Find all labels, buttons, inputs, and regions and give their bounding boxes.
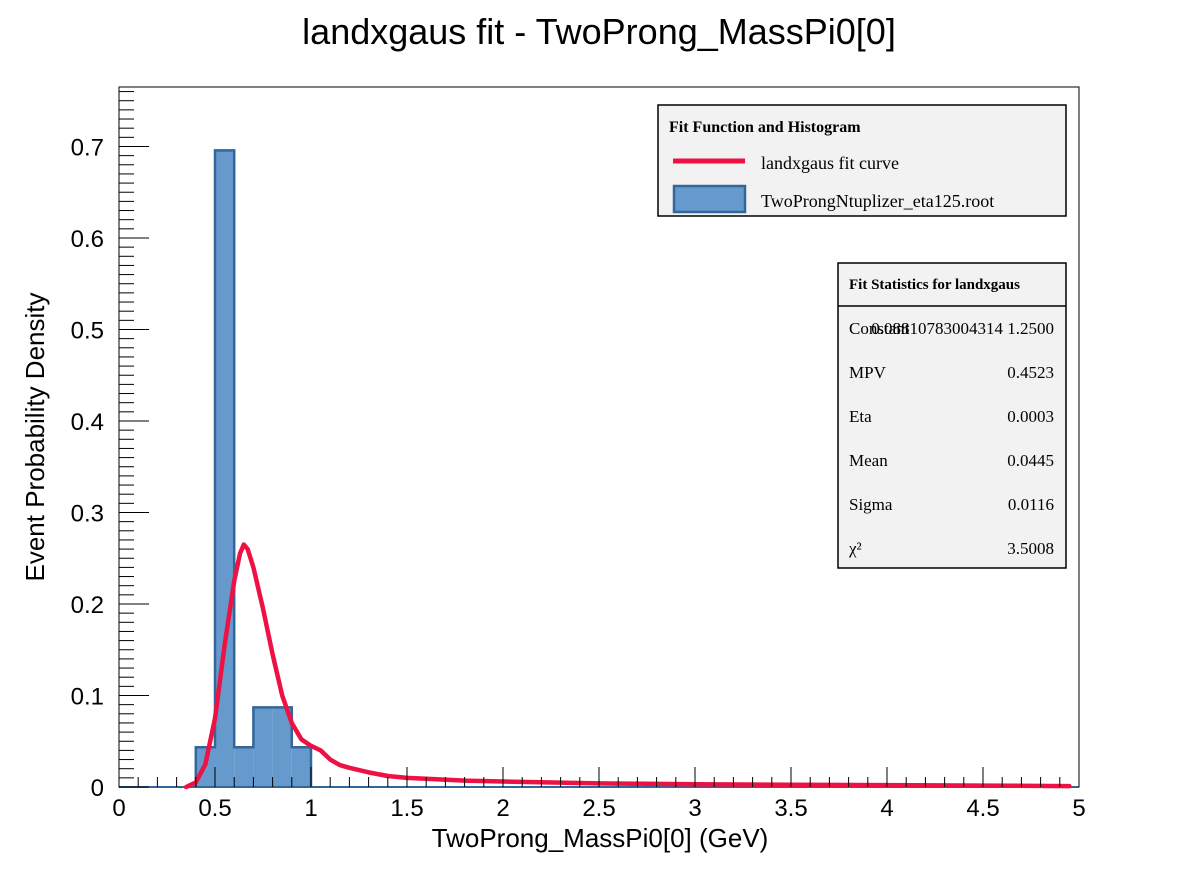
x-tick-label: 1: [304, 795, 317, 822]
y-tick-label: 0.5: [71, 317, 104, 344]
histogram-outline: [194, 149, 313, 787]
histogram-bar: [291, 747, 311, 787]
x-tick-label: 0: [112, 795, 125, 822]
x-tick-label: 2.5: [582, 795, 615, 822]
stats-row-value: 3.5008: [1007, 539, 1054, 558]
legend-histogram-swatch: [672, 184, 747, 214]
stats-box-title: Fit Statistics for landxgaus: [849, 277, 1020, 293]
x-tick-label: 2: [496, 795, 509, 822]
fit-curve-layer: [183, 542, 1072, 790]
stats-row-value: 0.0445: [1007, 451, 1054, 470]
x-tick-label: 4: [880, 795, 893, 822]
x-tick-label: 4.5: [966, 795, 999, 822]
stats-row-value: 0.0116: [1008, 495, 1054, 514]
stats-row-label: Sigma: [849, 495, 893, 514]
stats-row-value: 0.4523: [1007, 363, 1054, 382]
stats-box-frame: [837, 262, 1067, 569]
y-tick-label: 0.3: [71, 500, 104, 527]
legend-entry-histogram: TwoProngNtuplizer_eta125.root: [761, 191, 994, 211]
legend-title: Fit Function and Histogram: [669, 119, 861, 136]
y-tick-label: 0.1: [71, 683, 104, 710]
chart-title: landxgaus fit - TwoProng_MassPi0[0]: [302, 11, 896, 52]
stats-row-value: 0.08810783004314 1.2500: [871, 319, 1054, 338]
y-axis-label: Event Probability Density: [20, 292, 50, 581]
y-tick-label: 0: [91, 775, 104, 802]
x-tick-label: 3: [688, 795, 701, 822]
stats-row-value: 0.0003: [1007, 407, 1054, 426]
stats-row-label: Mean: [849, 451, 888, 470]
y-tick-label: 0.2: [71, 592, 104, 619]
y-tick-label: 0.4: [71, 409, 104, 436]
histogram-bar: [272, 707, 292, 787]
stats-row-label: χ²: [848, 539, 862, 558]
x-tick-label: 1.5: [390, 795, 423, 822]
stats-row-label: MPV: [849, 363, 887, 382]
axes: 0 0.5 1 1.5 2 2.5 3 3.5 4 4.5 5 0 0.1 0.2 0.3 0.4 0.5 0.6…: [71, 91, 1086, 822]
fit-statistics-box: Fit Statistics for landxgaus Constant0.0…: [837, 262, 1067, 569]
legend-entry-fit-curve: landxgaus fit curve: [761, 153, 899, 173]
x-tick-label: 5: [1072, 795, 1085, 822]
fit-curve: [183, 542, 1072, 790]
x-tick-label: 0.5: [198, 795, 231, 822]
histogram-bar: [253, 707, 273, 787]
x-tick-label: 3.5: [774, 795, 807, 822]
legend: Fit Function and Histogram landxgaus fit…: [657, 104, 1067, 217]
y-tick-label: 0.7: [71, 134, 104, 161]
histogram-bar: [234, 747, 254, 787]
stats-row-label: Eta: [849, 407, 872, 426]
x-axis-label: TwoProng_MassPi0[0] (GeV): [432, 823, 769, 853]
y-tick-label: 0.6: [71, 226, 104, 253]
stats-row-label: Constant: [849, 319, 910, 338]
